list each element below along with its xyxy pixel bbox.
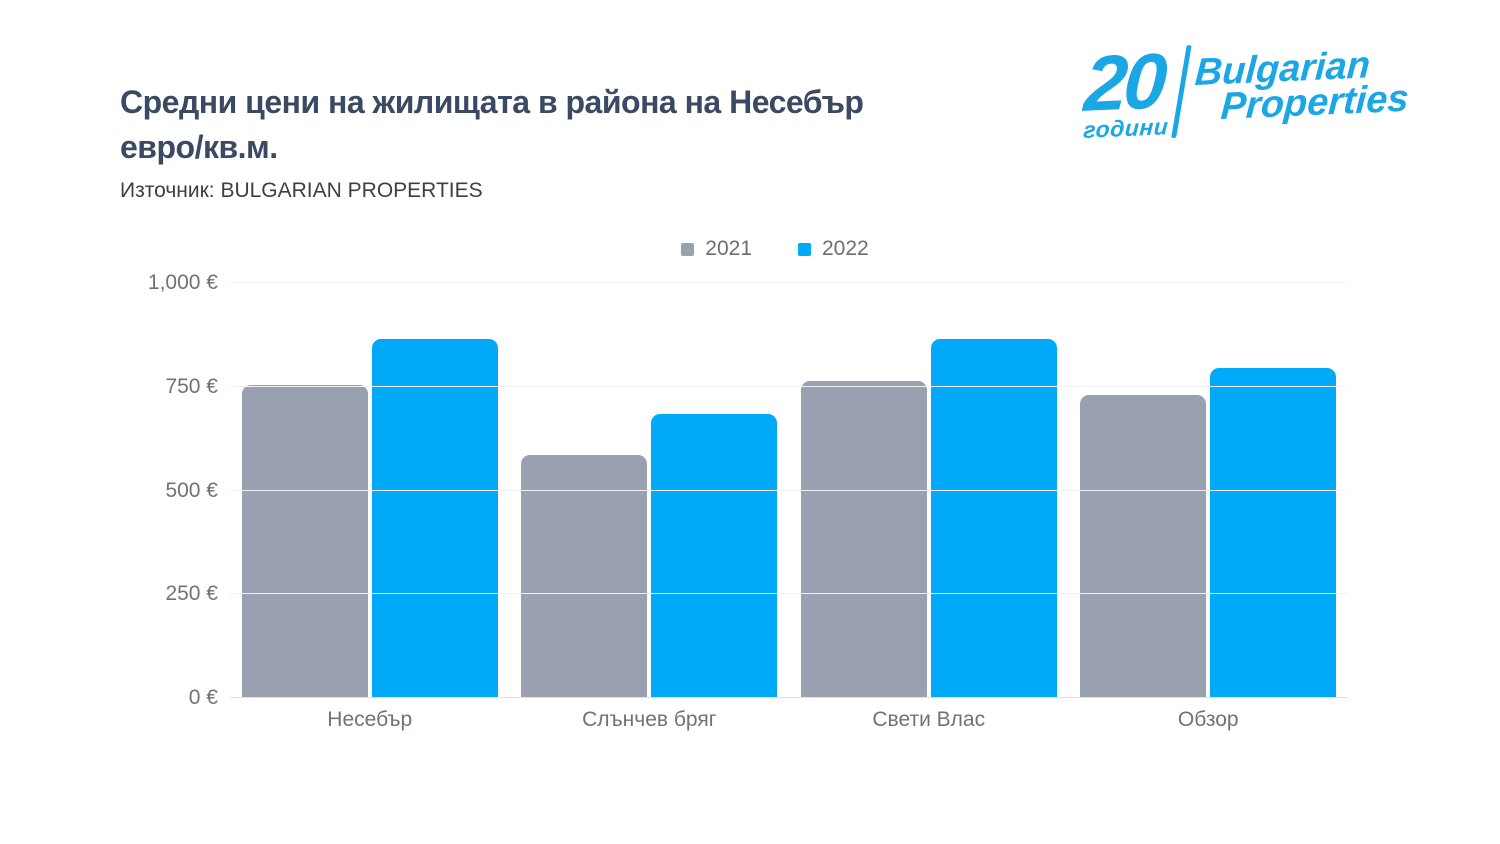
x-axis-baseline [230, 697, 1348, 698]
x-axis-category-label: Обзор [1177, 708, 1239, 731]
y-axis: 0 € 250 € 500 € 750 € 1,000 € [0, 271, 218, 709]
logo-anniversary: 20 години [1080, 35, 1170, 143]
legend-label: 2022 [822, 237, 869, 260]
logo-brand-line2: Properties [1219, 77, 1410, 128]
bar-2022 [651, 413, 778, 698]
plot-area [230, 282, 1348, 698]
bar-group-3 [789, 283, 1069, 698]
bar-2021 [521, 455, 648, 698]
x-axis-category-label: Несебър [327, 708, 413, 731]
y-axis-tick-label: 250 € [165, 582, 218, 606]
bar-2022 [371, 339, 498, 698]
brand-logo: 20 години Bulgarian Properties [1080, 35, 1412, 143]
x-axis-category-label: Слънчев бряг [582, 708, 717, 731]
legend-label: 2021 [705, 237, 752, 260]
legend-item-2022: 2022 [798, 237, 869, 261]
legend-swatch-2021 [681, 242, 695, 256]
bar-group-2 [510, 283, 790, 698]
y-axis-tick-label: 750 € [165, 374, 218, 398]
logo-brand-name: Bulgarian Properties [1192, 44, 1412, 128]
chart-title-line1: Средни цени на жилищата в района на Несе… [120, 84, 864, 120]
logo-divider-slash [1171, 45, 1192, 139]
y-axis-tick-label: 1,000 € [147, 271, 218, 294]
x-axis: Несебър Слънчев бряг Свети Влас Обзор [230, 708, 1348, 732]
chart-source: Източник: BULGARIAN PROPERTIES [120, 179, 483, 202]
bar-2021 [1080, 395, 1207, 698]
chart-title-line2: евро/кв.м. [120, 129, 278, 165]
logo-years-label: години [1082, 112, 1170, 143]
bar-group-1 [230, 283, 510, 698]
bar-groups [230, 283, 1348, 698]
bar-group-4 [1069, 283, 1349, 698]
bar-2021 [800, 380, 927, 698]
gridline [230, 385, 1348, 387]
gridline [230, 489, 1348, 491]
bar-2022 [930, 339, 1057, 698]
chart-legend: 2021 2022 [230, 237, 1320, 261]
x-axis-category-label: Свети Влас [872, 708, 986, 731]
legend-item-2021: 2021 [681, 237, 752, 261]
gridline [230, 593, 1348, 595]
y-axis-tick-label: 500 € [165, 478, 218, 502]
gridline [230, 282, 1348, 283]
chart-title: Средни цени на жилищата в района на Несе… [120, 80, 1060, 170]
bar-2022 [1210, 368, 1337, 698]
y-axis-tick-label: 0 € [188, 686, 218, 709]
bar-2021 [241, 384, 368, 698]
legend-swatch-2022 [798, 242, 811, 256]
logo-20-number: 20 [1081, 35, 1166, 128]
